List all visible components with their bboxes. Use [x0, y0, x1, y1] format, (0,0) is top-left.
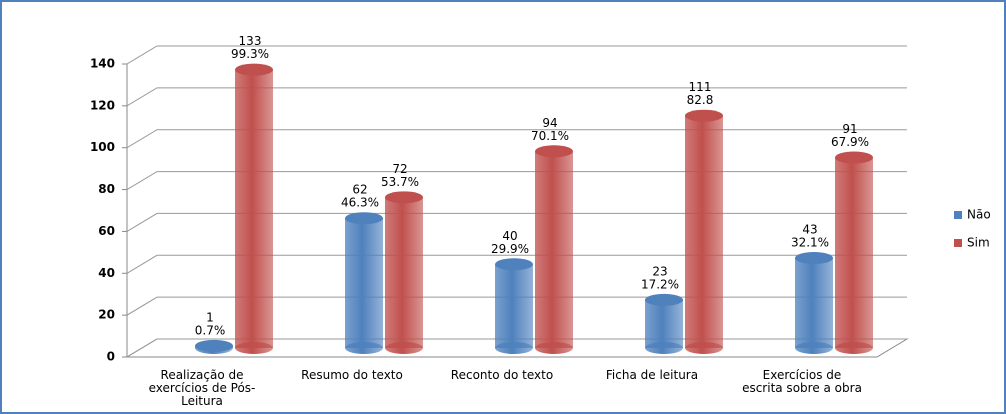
- bar-top: [835, 151, 873, 164]
- bar: [495, 264, 533, 348]
- data-label-percent: 0.7%: [195, 323, 226, 337]
- data-label: 40: [502, 229, 517, 243]
- bar: [685, 115, 723, 348]
- data-label-percent: 82.8: [687, 93, 714, 107]
- bar-top: [645, 293, 683, 306]
- bar-bottom: [795, 342, 833, 354]
- grid-line: [126, 129, 907, 149]
- y-tick-label: 80: [98, 182, 115, 196]
- bar: [645, 299, 683, 348]
- bar-top: [345, 212, 383, 225]
- grid-line: [126, 212, 907, 232]
- data-label-percent: 70.1%: [531, 129, 569, 143]
- data-label: 133: [239, 34, 262, 48]
- bar: [385, 197, 423, 348]
- bar-top: [495, 258, 533, 271]
- bar-bottom: [495, 342, 533, 354]
- bar: [535, 151, 573, 348]
- bar-bottom: [345, 342, 383, 354]
- data-label: 91: [842, 122, 857, 136]
- grid-line: [126, 87, 907, 107]
- bar-bottom: [235, 342, 273, 354]
- data-label: 43: [802, 223, 817, 237]
- x-tick-label: Resumo do texto: [301, 368, 403, 382]
- y-tick-label: 100: [90, 140, 115, 154]
- y-tick-label: 20: [98, 308, 115, 322]
- y-tick-label: 60: [98, 224, 115, 238]
- data-label: 94: [542, 116, 557, 130]
- grid-line: [126, 171, 907, 190]
- legend-label: Não: [967, 208, 991, 222]
- x-tick-label: Exercícios de escrita sobre a obra: [742, 368, 862, 395]
- bar-top: [195, 339, 233, 352]
- x-tick-label: Realização de exercícios de Pós-Leitura: [148, 368, 256, 408]
- bar-top: [535, 145, 573, 158]
- data-label: 111: [689, 80, 712, 94]
- data-label-percent: 46.3%: [341, 196, 379, 210]
- grid-line: [126, 254, 907, 274]
- bar: [795, 258, 833, 348]
- data-label: 62: [352, 183, 367, 197]
- y-tick-label: 40: [98, 266, 115, 280]
- legend-label: Sim: [967, 236, 990, 250]
- data-label-percent: 29.9%: [491, 242, 529, 256]
- data-label: 1: [206, 310, 214, 324]
- bar: [345, 218, 383, 348]
- bar: [235, 69, 273, 349]
- bar: [835, 157, 873, 348]
- bar-top: [685, 109, 723, 122]
- bar-top: [235, 63, 273, 76]
- data-label-percent: 99.3%: [231, 47, 269, 61]
- data-label-percent: 32.1%: [791, 236, 829, 250]
- y-tick-label: 0: [107, 350, 115, 364]
- x-tick-label: Reconto do texto: [450, 368, 554, 382]
- data-label: 23: [652, 264, 667, 278]
- y-tick-label: 140: [90, 57, 115, 71]
- data-label-percent: 67.9%: [831, 135, 869, 149]
- grid-line: [126, 45, 907, 65]
- data-label-percent: 53.7%: [381, 175, 419, 189]
- y-tick-label: 120: [90, 98, 115, 112]
- bar-bottom: [645, 342, 683, 354]
- bar-bottom: [685, 342, 723, 354]
- data-label: 72: [392, 162, 407, 176]
- bar-bottom: [535, 342, 573, 354]
- bar-bottom: [385, 342, 423, 354]
- data-label-percent: 17.2%: [641, 277, 679, 291]
- bar-bottom: [835, 342, 873, 354]
- legend-swatch: [954, 239, 962, 247]
- x-tick-label: Ficha de leitura: [605, 368, 699, 382]
- bar-top: [385, 191, 423, 204]
- bar-top: [795, 252, 833, 265]
- legend-swatch: [954, 211, 962, 219]
